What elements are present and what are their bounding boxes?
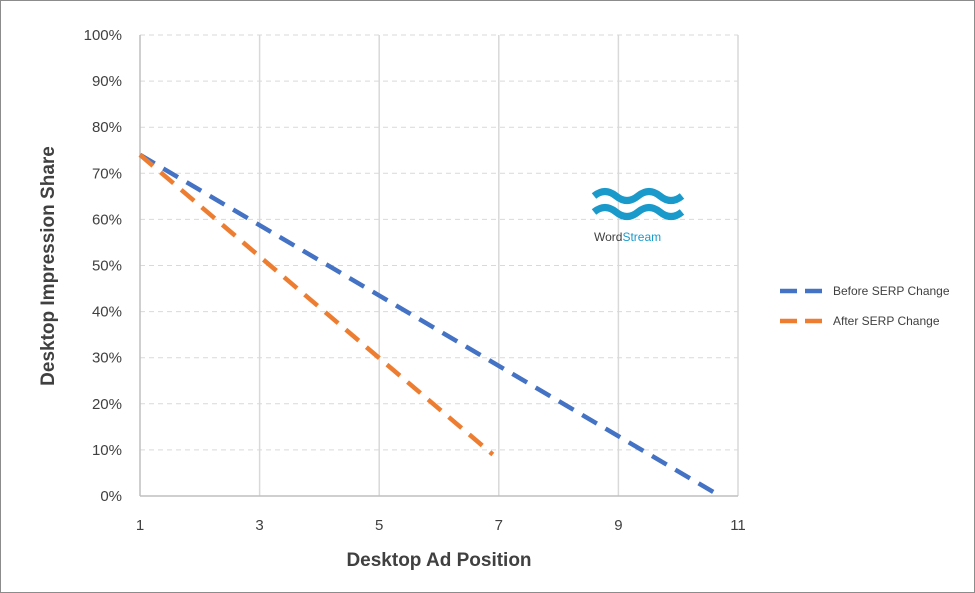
wordstream-waves-logo: WordStream [591, 188, 685, 244]
y-tick-label: 20% [92, 396, 122, 413]
x-tick-label: 7 [495, 517, 503, 534]
y-tick-label: 0% [100, 488, 122, 505]
x-tick-label: 11 [730, 517, 746, 534]
logo-text-part1: Word [594, 230, 622, 244]
y-tick-label: 90% [92, 73, 122, 90]
gridlines [139, 34, 739, 497]
x-tick-label: 1 [136, 517, 144, 534]
legend-label: After SERP Change [833, 314, 940, 328]
legend: Before SERP Change After SERP Change [780, 284, 950, 328]
series-line-before-serp-change [138, 152, 722, 498]
y-tick-label: 80% [92, 119, 122, 136]
x-tick-label: 9 [614, 517, 622, 534]
y-tick-label: 10% [92, 442, 122, 459]
x-tick-label: 3 [255, 517, 263, 534]
logo-text-part2: Stream [622, 230, 661, 244]
y-tick-label: 30% [92, 350, 122, 367]
series-lines [138, 152, 722, 498]
y-tick-label: 60% [92, 211, 122, 228]
legend-label: Before SERP Change [833, 284, 950, 298]
y-tick-label: 40% [92, 304, 122, 321]
x-tick-labels: 1 3 5 7 9 11 [136, 517, 746, 534]
y-tick-label: 50% [92, 258, 122, 275]
waves-icon [591, 188, 685, 220]
series-line-after-serp-change [138, 153, 495, 457]
y-tick-label: 70% [92, 165, 122, 182]
x-tick-label: 5 [375, 517, 383, 534]
y-tick-label: 100% [84, 27, 122, 44]
y-tick-labels: 0% 10% 20% 30% 40% 50% 60% 70% 80% 90% 100% [84, 27, 122, 505]
y-axis-title: Desktop Impression Share [38, 146, 59, 386]
logo-wordmark: WordStream [594, 230, 661, 244]
x-axis-title: Desktop Ad Position [346, 550, 531, 571]
